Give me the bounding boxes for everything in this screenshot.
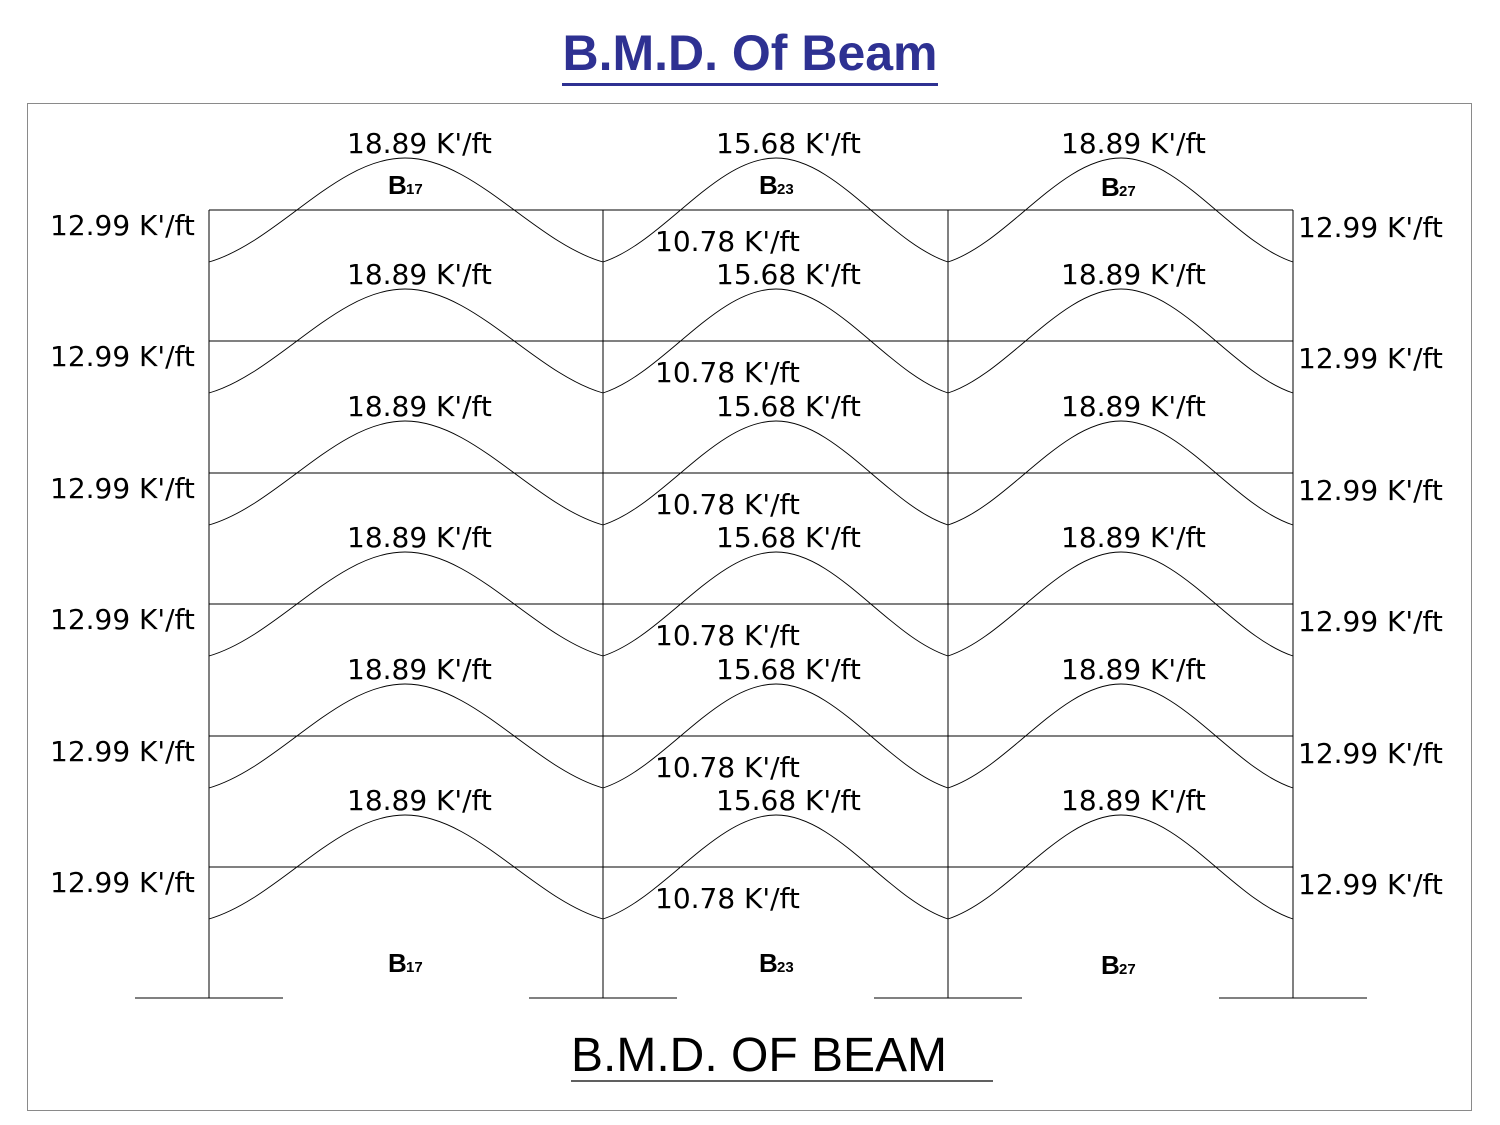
moment-curve [208,814,604,920]
span-moment-label: 18.89 K'/ft [347,653,492,686]
span-moment-label: 18.89 K'/ft [347,258,492,291]
moment-curve [602,288,949,394]
beam-id-bottom: B [759,948,778,978]
moment-curve [602,683,949,789]
span-moment-label: 18.89 K'/ft [1061,653,1206,686]
moment-curves [208,157,1294,920]
interior-support-moment-label: 10.78 K'/ft [655,619,800,652]
span-moment-label: 18.89 K'/ft [1061,127,1206,160]
left-support-moment-label: 12.99 K'/ft [50,340,195,373]
span-moment-label: 15.68 K'/ft [716,390,861,423]
frame-structure [135,209,1367,999]
moment-curve [947,288,1294,394]
span-moment-label: 18.89 K'/ft [347,784,492,817]
page-title: B.M.D. Of Beam [0,25,1500,86]
span-moment-label: 15.68 K'/ft [716,127,861,160]
span-moment-label: 15.68 K'/ft [716,653,861,686]
right-support-moment-label: 12.99 K'/ft [1298,474,1443,507]
right-support-moment-label: 12.99 K'/ft [1298,605,1443,638]
span-moment-label: 18.89 K'/ft [347,521,492,554]
left-support-moment-label: 12.99 K'/ft [50,603,195,636]
page-title-text: B.M.D. Of Beam [562,25,938,86]
span-moment-label: 18.89 K'/ft [347,127,492,160]
moment-curve [208,683,604,789]
interior-support-moment-label: 10.78 K'/ft [655,488,800,521]
span-moment-label: 18.89 K'/ft [1061,521,1206,554]
beam-id-bottom-subscript: 17 [406,959,423,976]
moment-curve [602,157,949,263]
beam-id-bottom-subscript: 27 [1119,961,1136,978]
right-support-moment-label: 12.99 K'/ft [1298,737,1443,770]
span-moment-label: 15.68 K'/ft [716,784,861,817]
diagram-caption: B.M.D. OF BEAM [571,1029,947,1082]
interior-support-moment-label: 10.78 K'/ft [655,882,800,915]
moment-curve [947,420,1294,526]
span-moment-label: 18.89 K'/ft [1061,390,1206,423]
span-moment-label: 18.89 K'/ft [1061,784,1206,817]
moment-curve [947,157,1294,263]
moment-curve [947,814,1294,920]
moment-curve [947,683,1294,789]
beam-id-bottom: B [388,948,407,978]
moment-curve [602,420,949,526]
beam-id-bottom: B [1101,950,1120,980]
beam-id-top: B [759,170,778,200]
moment-labels: 18.89 K'/ft 15.68 K'/ft 18.89 K'/ft 12.99 K… [50,127,1443,915]
beam-id-bottom-subscript: 23 [777,959,794,976]
moment-curve [208,288,604,394]
right-support-moment-label: 12.99 K'/ft [1298,868,1443,901]
span-moment-label: 15.68 K'/ft [716,521,861,554]
moment-curve [602,551,949,657]
moment-curve [208,420,604,526]
interior-support-moment-label: 10.78 K'/ft [655,751,800,784]
drawing-frame [27,103,1472,1111]
moment-curve [208,157,604,263]
left-support-moment-label: 12.99 K'/ft [50,472,195,505]
beam-id-top: B [388,170,407,200]
right-support-moment-label: 12.99 K'/ft [1298,342,1443,375]
span-moment-label: 18.89 K'/ft [1061,258,1206,291]
beam-id-top-subscript: 27 [1119,183,1136,200]
right-support-moment-label: 12.99 K'/ft [1298,211,1443,244]
left-support-moment-label: 12.99 K'/ft [50,866,195,899]
interior-support-moment-label: 10.78 K'/ft [655,225,800,258]
span-moment-label: 15.68 K'/ft [716,258,861,291]
span-moment-label: 18.89 K'/ft [347,390,492,423]
beam-id-top-subscript: 23 [777,181,794,198]
beam-id-top-subscript: 17 [406,181,423,198]
interior-support-moment-label: 10.78 K'/ft [655,356,800,389]
moment-curve [602,814,949,920]
moment-curve [947,551,1294,657]
left-support-moment-label: 12.99 K'/ft [50,209,195,242]
left-support-moment-label: 12.99 K'/ft [50,735,195,768]
beam-identifiers: B 17B 17B 23B 23B 27B 27 [388,170,1136,980]
moment-curve [208,551,604,657]
beam-id-top: B [1101,172,1120,202]
